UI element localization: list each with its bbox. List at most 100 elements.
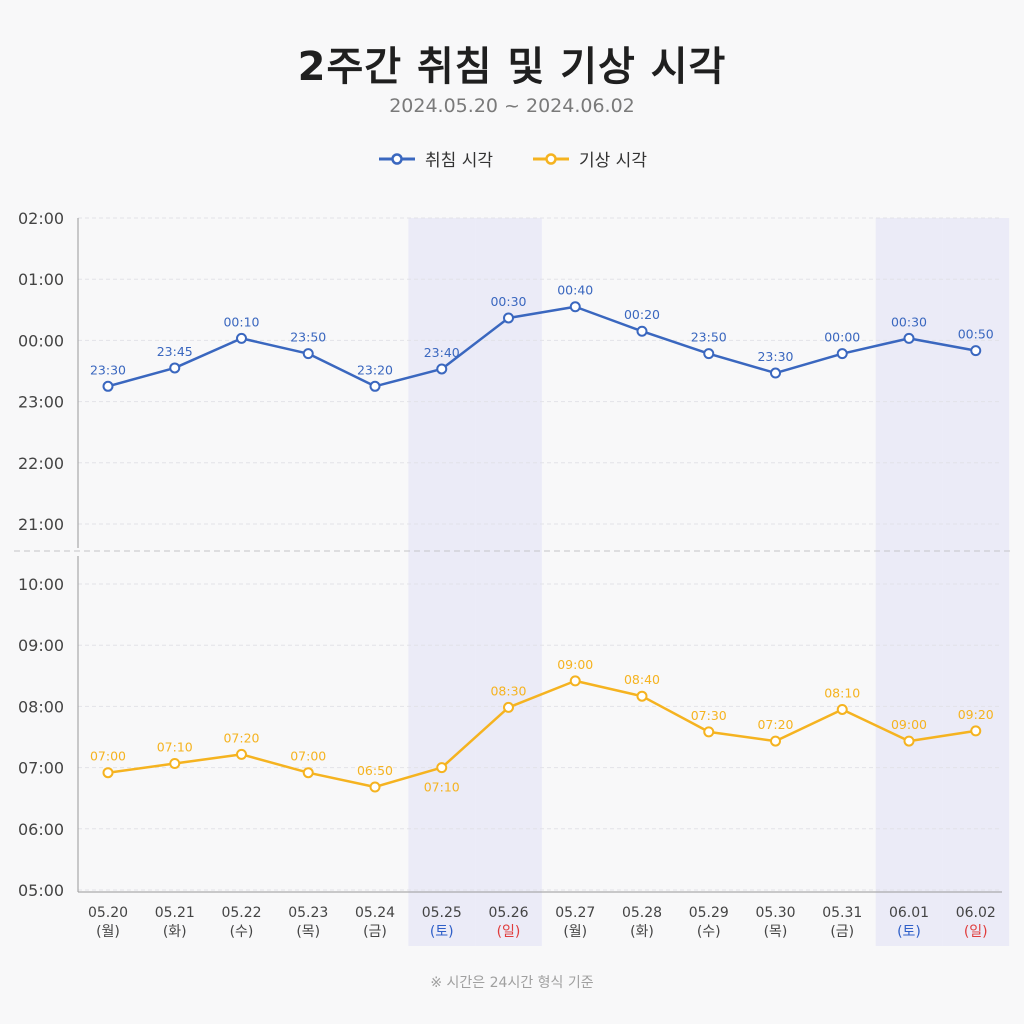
data-label-bed: 23:40	[424, 345, 460, 360]
legend-marker-bed	[379, 152, 416, 165]
data-label-wake: 07:00	[290, 749, 326, 764]
x-tick-date: 05.24	[355, 905, 395, 921]
x-tick-weekday: (일)	[497, 924, 521, 940]
legend-item-wake: 기상 시각	[531, 146, 647, 171]
y-tick-label: 02:00	[18, 209, 64, 228]
data-point-bed	[636, 325, 648, 337]
weekend-band	[475, 218, 542, 946]
x-tick-weekday: (토)	[430, 924, 454, 940]
data-label-bed: 00:30	[490, 294, 526, 309]
footnote: ※ 시간은 24시간 형식 기준	[430, 975, 594, 991]
data-point-bed	[970, 345, 982, 357]
x-tick-date: 05.29	[689, 905, 729, 921]
data-point-wake	[770, 735, 781, 747]
data-label-wake: 07:10	[157, 740, 193, 755]
y-tick-label: 08:00	[18, 697, 64, 716]
data-label-bed: 00:10	[223, 314, 259, 329]
data-label-wake: 07:20	[757, 717, 793, 732]
data-label-wake: 09:00	[891, 717, 927, 732]
data-point-wake	[503, 701, 514, 713]
x-tick-weekday: (수)	[697, 924, 721, 940]
x-tick-date: 05.22	[221, 905, 261, 921]
x-tick-weekday: (월)	[96, 924, 120, 940]
data-point-wake	[836, 703, 848, 715]
data-point-bed	[703, 348, 715, 360]
x-tick-date: 05.26	[488, 905, 528, 921]
data-point-bed	[102, 380, 114, 392]
chart-subtitle: 2024.05.20 ~ 2024.06.02	[389, 95, 635, 117]
legend-item-bed: 취침 시각	[377, 146, 493, 171]
data-point-wake	[302, 767, 314, 779]
data-point-wake	[369, 781, 381, 793]
series-line-bed	[107, 305, 976, 388]
legend: 취침 시각 기상 시각	[0, 146, 1024, 171]
data-point-bed	[903, 332, 915, 344]
data-point-wake	[102, 767, 114, 779]
y-tick-label: 07:00	[18, 759, 64, 778]
data-point-wake	[236, 748, 247, 760]
y-tick-label: 22:00	[18, 454, 64, 473]
data-label-wake: 08:30	[490, 683, 526, 698]
data-point-bed	[169, 362, 181, 374]
data-label-wake: 09:00	[557, 657, 593, 672]
data-point-wake	[903, 735, 915, 747]
data-point-bed	[436, 363, 448, 375]
data-label-bed: 23:30	[90, 362, 126, 377]
series-line-wake	[107, 679, 976, 789]
data-point-bed	[569, 301, 581, 313]
y-tick-label: 06:00	[18, 820, 64, 839]
data-label-bed: 00:40	[557, 283, 593, 298]
y-tick-label: 23:00	[18, 393, 64, 412]
x-tick-date: 05.27	[555, 905, 595, 921]
x-tick-date: 05.31	[822, 905, 862, 921]
data-point-bed	[770, 367, 781, 379]
x-tick-weekday: (화)	[630, 924, 654, 940]
data-point-bed	[503, 312, 514, 324]
x-tick-weekday: (화)	[163, 924, 187, 940]
x-tick-weekday: (목)	[296, 924, 320, 940]
x-tick-weekday: (목)	[764, 924, 788, 940]
x-tick-date: 05.23	[288, 905, 328, 921]
data-point-wake	[169, 758, 181, 770]
data-label-wake: 08:40	[624, 672, 660, 687]
data-point-bed	[369, 380, 381, 392]
data-point-wake	[703, 726, 715, 738]
data-label-bed: 23:20	[357, 362, 393, 377]
weekend-band	[942, 218, 1010, 946]
x-tick-weekday: (금)	[363, 924, 387, 940]
data-label-wake: 07:20	[223, 730, 259, 745]
x-tick-date: 05.25	[422, 905, 462, 921]
y-tick-label: 10:00	[18, 575, 64, 594]
x-tick-weekday: (일)	[964, 924, 988, 940]
data-label-bed: 23:30	[757, 349, 793, 364]
data-label-bed: 00:50	[958, 327, 994, 342]
legend-label-bed: 취침 시각	[425, 151, 493, 171]
legend-marker-wake	[533, 152, 569, 165]
x-tick-date: 05.21	[155, 905, 195, 921]
x-tick-date: 06.02	[956, 905, 996, 921]
data-label-wake: 07:00	[90, 749, 126, 764]
y-tick-label: 21:00	[18, 515, 64, 534]
data-label-bed: 23:45	[157, 344, 193, 359]
data-label-bed: 23:50	[691, 330, 727, 345]
data-point-wake	[970, 725, 982, 737]
data-point-bed	[836, 348, 848, 360]
data-label-bed: 00:00	[824, 330, 860, 345]
data-label-wake: 06:50	[357, 763, 393, 778]
chart-title: 2주간 취침 및 기상 시각	[297, 44, 727, 90]
x-tick-date: 05.20	[88, 905, 128, 921]
data-label-bed: 23:50	[290, 330, 326, 345]
data-label-wake: 08:10	[824, 685, 860, 700]
x-tick-weekday: (토)	[897, 924, 921, 940]
data-label-wake: 07:30	[691, 708, 727, 723]
x-tick-date: 05.30	[755, 905, 795, 921]
data-point-bed	[236, 332, 247, 344]
y-tick-label: 09:00	[18, 636, 64, 655]
data-label-bed: 00:30	[891, 314, 927, 329]
x-tick-date: 06.01	[889, 905, 929, 921]
data-label-bed: 00:20	[624, 307, 660, 322]
data-point-wake	[569, 675, 581, 687]
legend-label-wake: 기상 시각	[579, 151, 647, 171]
data-label-wake: 09:20	[958, 707, 994, 722]
x-tick-date: 05.28	[622, 905, 662, 921]
